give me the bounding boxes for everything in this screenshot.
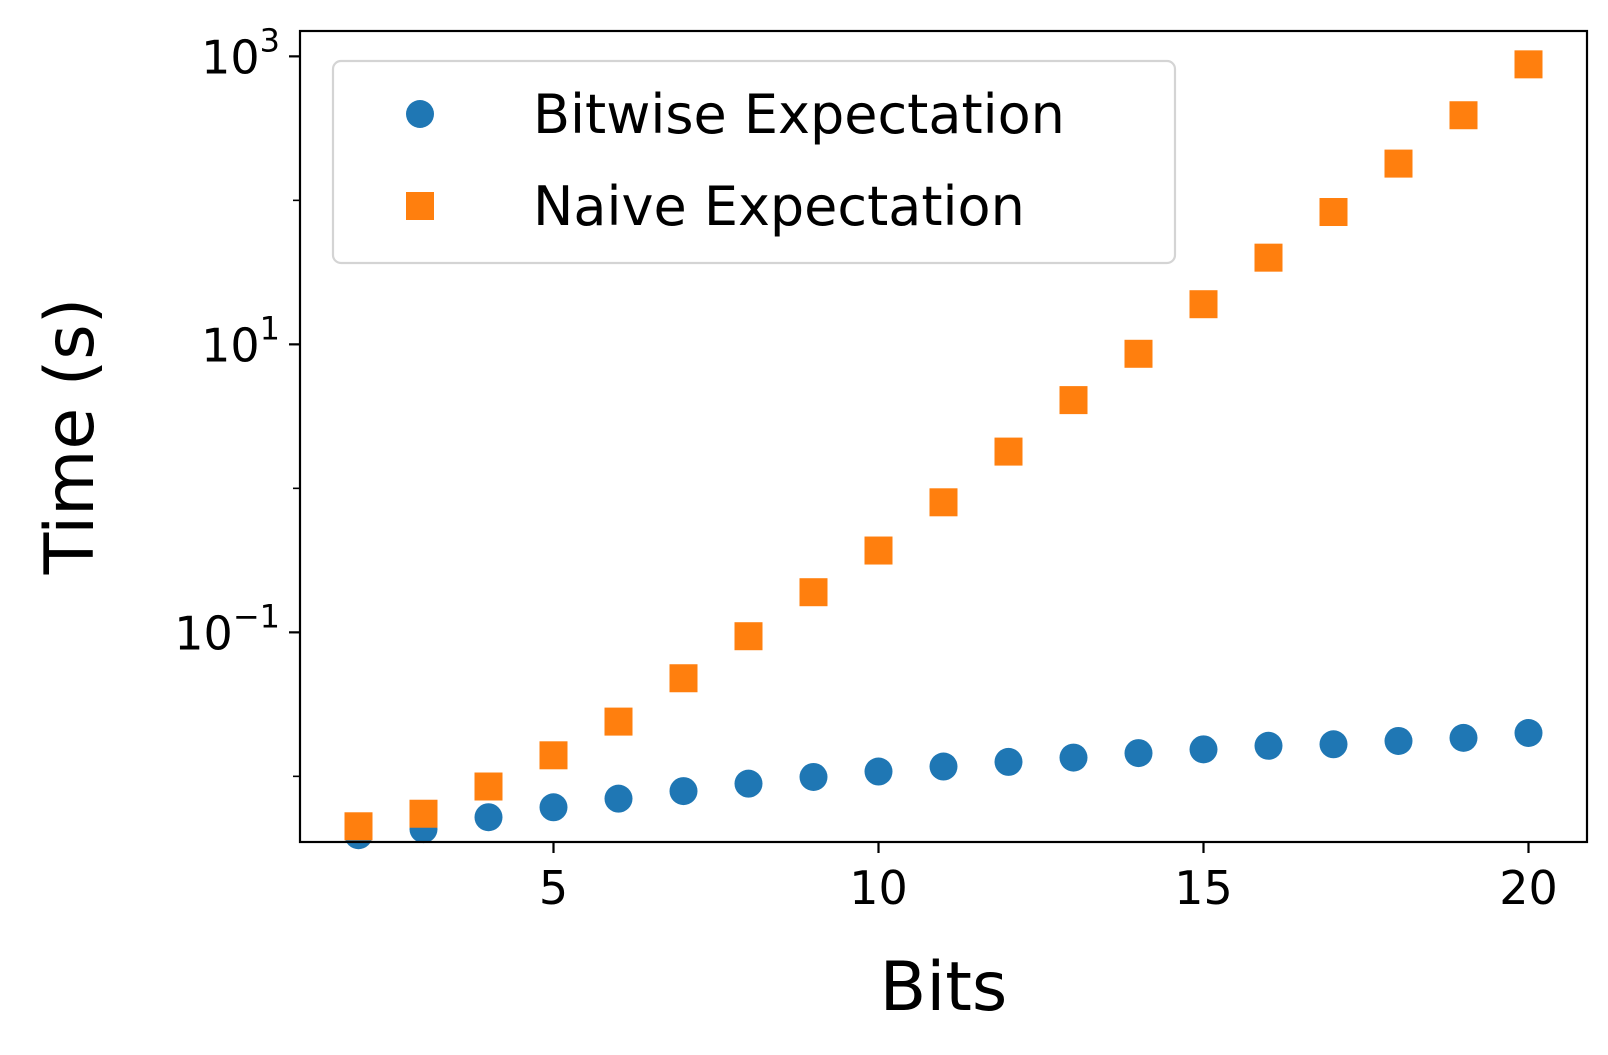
naive-point-2 bbox=[344, 812, 373, 841]
x-axis-title: Bits bbox=[880, 948, 1008, 1027]
x-tick-label: 5 bbox=[539, 861, 568, 915]
bitwise-point-6 bbox=[604, 784, 633, 813]
bitwise-point-13 bbox=[1059, 743, 1088, 772]
naive-point-17 bbox=[1319, 198, 1348, 227]
x-axis: 5 10 15 20 bbox=[539, 842, 1558, 915]
naive-point-18 bbox=[1384, 149, 1413, 178]
naive-point-15 bbox=[1189, 290, 1218, 319]
legend-box bbox=[331, 59, 1177, 265]
bitwise-point-19 bbox=[1449, 723, 1478, 752]
bitwise-point-11 bbox=[929, 752, 958, 781]
bitwise-point-8 bbox=[734, 769, 763, 798]
bitwise-point-5 bbox=[539, 793, 568, 822]
y-axis-title: Time (s) bbox=[31, 298, 110, 576]
bitwise-point-15 bbox=[1189, 735, 1218, 764]
x-tick-label: 15 bbox=[1174, 861, 1233, 915]
bitwise-point-4 bbox=[474, 803, 503, 832]
bitwise-point-12 bbox=[994, 747, 1023, 776]
naive-point-20 bbox=[1514, 50, 1543, 79]
legend: Bitwise Expectation Naive Expectation bbox=[331, 59, 1177, 265]
naive-point-8 bbox=[734, 622, 763, 651]
bitwise-point-9 bbox=[799, 762, 828, 791]
naive-point-6 bbox=[604, 707, 633, 736]
naive-point-9 bbox=[799, 578, 828, 607]
y-tick-label: 103 bbox=[201, 21, 280, 84]
naive-point-12 bbox=[994, 437, 1023, 466]
y-axis: 10−1 101 103 bbox=[174, 21, 300, 778]
naive-point-11 bbox=[929, 488, 958, 517]
x-tick-label: 10 bbox=[849, 861, 908, 915]
bitwise-point-7 bbox=[669, 777, 698, 806]
bitwise-point-17 bbox=[1319, 730, 1348, 759]
naive-point-4 bbox=[474, 772, 503, 801]
naive-point-10 bbox=[864, 536, 893, 565]
naive-point-19 bbox=[1449, 101, 1478, 130]
legend-naive-label: Naive Expectation bbox=[533, 175, 1025, 238]
naive-point-13 bbox=[1059, 386, 1088, 415]
naive-point-7 bbox=[669, 664, 698, 693]
x-tick-label: 20 bbox=[1499, 861, 1558, 915]
naive-point-14 bbox=[1124, 339, 1153, 368]
bitwise-point-16 bbox=[1254, 731, 1283, 760]
legend-naive-marker bbox=[406, 192, 434, 220]
bitwise-point-10 bbox=[864, 757, 893, 786]
bitwise-point-18 bbox=[1384, 726, 1413, 755]
naive-point-3 bbox=[409, 799, 438, 828]
legend-bitwise-label: Bitwise Expectation bbox=[533, 83, 1065, 146]
bitwise-point-14 bbox=[1124, 739, 1153, 768]
data-marks bbox=[344, 50, 1543, 850]
naive-point-16 bbox=[1254, 243, 1283, 272]
y-tick-label: 101 bbox=[201, 309, 280, 372]
plot-frame bbox=[298, 29, 1589, 844]
bitwise-point-20 bbox=[1514, 718, 1543, 747]
naive-point-5 bbox=[539, 741, 568, 770]
y-tick-label: 10−1 bbox=[174, 597, 280, 660]
legend-bitwise-marker bbox=[406, 100, 434, 128]
